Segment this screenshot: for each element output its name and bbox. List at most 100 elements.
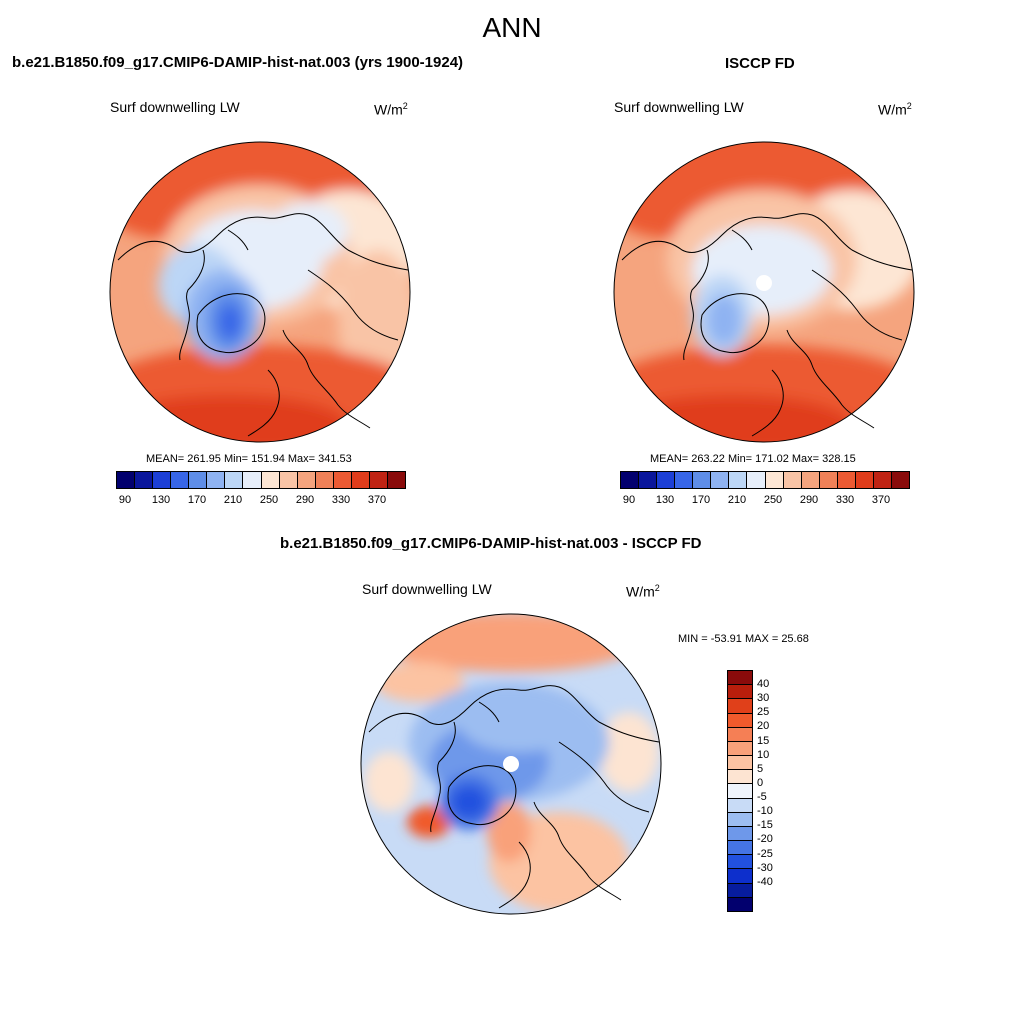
colorbar-swatch xyxy=(728,713,752,728)
obs-units-label: W/m2 xyxy=(878,101,912,118)
colorbar-tick-label: 0 xyxy=(757,776,764,789)
colorbar-tick-label: 40 xyxy=(757,678,770,691)
colorbar-swatch xyxy=(837,472,856,488)
colorbar-tick-label: 130 xyxy=(151,494,171,506)
colorbar-tick-label: 170 xyxy=(187,494,207,506)
colorbar-swatch xyxy=(261,472,280,488)
model-polar-map xyxy=(109,141,411,443)
colorbar-swatch xyxy=(297,472,316,488)
colorbar-swatch xyxy=(728,869,752,884)
diff-polar-map xyxy=(360,613,662,915)
colorbar-swatch xyxy=(728,671,752,686)
diff-colorbar-ticks: 40 30 25 20 15 10 5 0 -5 -10 -15 -20 -25 -30 -40 xyxy=(757,670,797,910)
colorbar-swatch xyxy=(207,472,226,488)
colorbar-swatch xyxy=(333,472,352,488)
colorbar-swatch xyxy=(728,812,752,827)
colorbar-tick-label: 330 xyxy=(331,494,351,506)
colorbar-swatch xyxy=(728,897,752,911)
model-colorbar xyxy=(116,471,406,489)
colorbar-tick-label: 5 xyxy=(757,762,764,775)
colorbar-tick-label: -40 xyxy=(757,875,773,888)
colorbar-swatch xyxy=(819,472,838,488)
colorbar-swatch xyxy=(117,472,136,488)
colorbar-swatch xyxy=(765,472,784,488)
colorbar-swatch xyxy=(891,472,909,488)
colorbar-swatch xyxy=(351,472,370,488)
colorbar-swatch xyxy=(711,472,730,488)
colorbar-swatch xyxy=(135,472,154,488)
colorbar-tick-label: 290 xyxy=(799,494,819,506)
diff-colorbar xyxy=(727,670,753,912)
colorbar-swatch xyxy=(729,472,748,488)
colorbar-tick-label: 250 xyxy=(259,494,279,506)
colorbar-tick-label: 170 xyxy=(691,494,711,506)
colorbar-swatch xyxy=(728,826,752,842)
colorbar-tick-label: -25 xyxy=(757,847,773,860)
obs-colorbar xyxy=(620,471,910,489)
colorbar-swatch xyxy=(153,472,172,488)
colorbar-swatch xyxy=(728,855,752,870)
colorbar-tick-label: 370 xyxy=(871,494,891,506)
colorbar-swatch xyxy=(728,756,752,771)
colorbar-tick-label: 90 xyxy=(118,494,132,506)
colorbar-tick-label: 25 xyxy=(757,706,770,719)
colorbar-swatch xyxy=(728,699,752,714)
diff-units-label: W/m2 xyxy=(626,583,660,600)
colorbar-swatch xyxy=(728,741,752,757)
colorbar-swatch xyxy=(315,472,334,488)
colorbar-swatch xyxy=(873,472,892,488)
colorbar-swatch xyxy=(657,472,676,488)
model-units-label: W/m2 xyxy=(374,101,408,118)
diff-stats: MIN = -53.91 MAX = 25.68 xyxy=(678,633,809,645)
colorbar-tick-label: 210 xyxy=(223,494,243,506)
diff-variable-label: Surf downwelling LW xyxy=(362,581,492,597)
colorbar-swatch xyxy=(728,685,752,700)
colorbar-swatch xyxy=(171,472,190,488)
colorbar-swatch xyxy=(243,472,262,488)
colorbar-swatch xyxy=(855,472,874,488)
colorbar-tick-label: 330 xyxy=(835,494,855,506)
colorbar-tick-label: 210 xyxy=(727,494,747,506)
colorbar-swatch xyxy=(728,784,752,799)
colorbar-swatch xyxy=(747,472,766,488)
main-title: ANN xyxy=(482,12,542,43)
colorbar-swatch xyxy=(728,770,752,785)
colorbar-tick-label: 20 xyxy=(757,720,770,733)
model-colorbar-ticks: 90 130 170 210 250 290 330 370 xyxy=(116,494,406,508)
colorbar-swatch xyxy=(387,472,405,488)
colorbar-tick-label: 130 xyxy=(655,494,675,506)
colorbar-swatch xyxy=(728,841,752,856)
obs-variable-label: Surf downwelling LW xyxy=(614,99,744,115)
model-panel-title: b.e21.B1850.f09_g17.CMIP6-DAMIP-hist-nat… xyxy=(12,54,464,71)
colorbar-swatch xyxy=(225,472,244,488)
colorbar-swatch xyxy=(783,472,802,488)
colorbar-tick-label: 370 xyxy=(367,494,387,506)
colorbar-swatch xyxy=(279,472,298,488)
colorbar-swatch xyxy=(728,883,752,898)
colorbar-tick-label: 15 xyxy=(757,734,770,747)
colorbar-tick-label: 290 xyxy=(295,494,315,506)
colorbar-swatch xyxy=(728,798,752,813)
colorbar-tick-label: -15 xyxy=(757,819,773,832)
colorbar-tick-label: -30 xyxy=(757,861,773,874)
obs-colorbar-ticks: 90 130 170 210 250 290 330 370 xyxy=(620,494,910,508)
diff-panel-title: b.e21.B1850.f09_g17.CMIP6-DAMIP-hist-nat… xyxy=(280,535,702,552)
model-stats: MEAN= 261.95 Min= 151.94 Max= 341.53 xyxy=(146,453,352,465)
colorbar-swatch xyxy=(801,472,820,488)
obs-panel-title: ISCCP FD xyxy=(725,55,795,72)
colorbar-swatch xyxy=(369,472,388,488)
colorbar-swatch xyxy=(621,472,640,488)
colorbar-swatch xyxy=(675,472,694,488)
obs-polar-map xyxy=(613,141,915,443)
colorbar-tick-label: -5 xyxy=(757,791,767,804)
colorbar-swatch xyxy=(639,472,658,488)
colorbar-tick-label: 250 xyxy=(763,494,783,506)
colorbar-tick-label: 90 xyxy=(622,494,636,506)
colorbar-swatch xyxy=(189,472,208,488)
colorbar-tick-label: 10 xyxy=(757,748,770,761)
colorbar-swatch xyxy=(728,727,752,742)
colorbar-tick-label: 30 xyxy=(757,692,770,705)
obs-stats: MEAN= 263.22 Min= 171.02 Max= 328.15 xyxy=(650,453,856,465)
model-variable-label: Surf downwelling LW xyxy=(110,99,240,115)
colorbar-swatch xyxy=(693,472,712,488)
